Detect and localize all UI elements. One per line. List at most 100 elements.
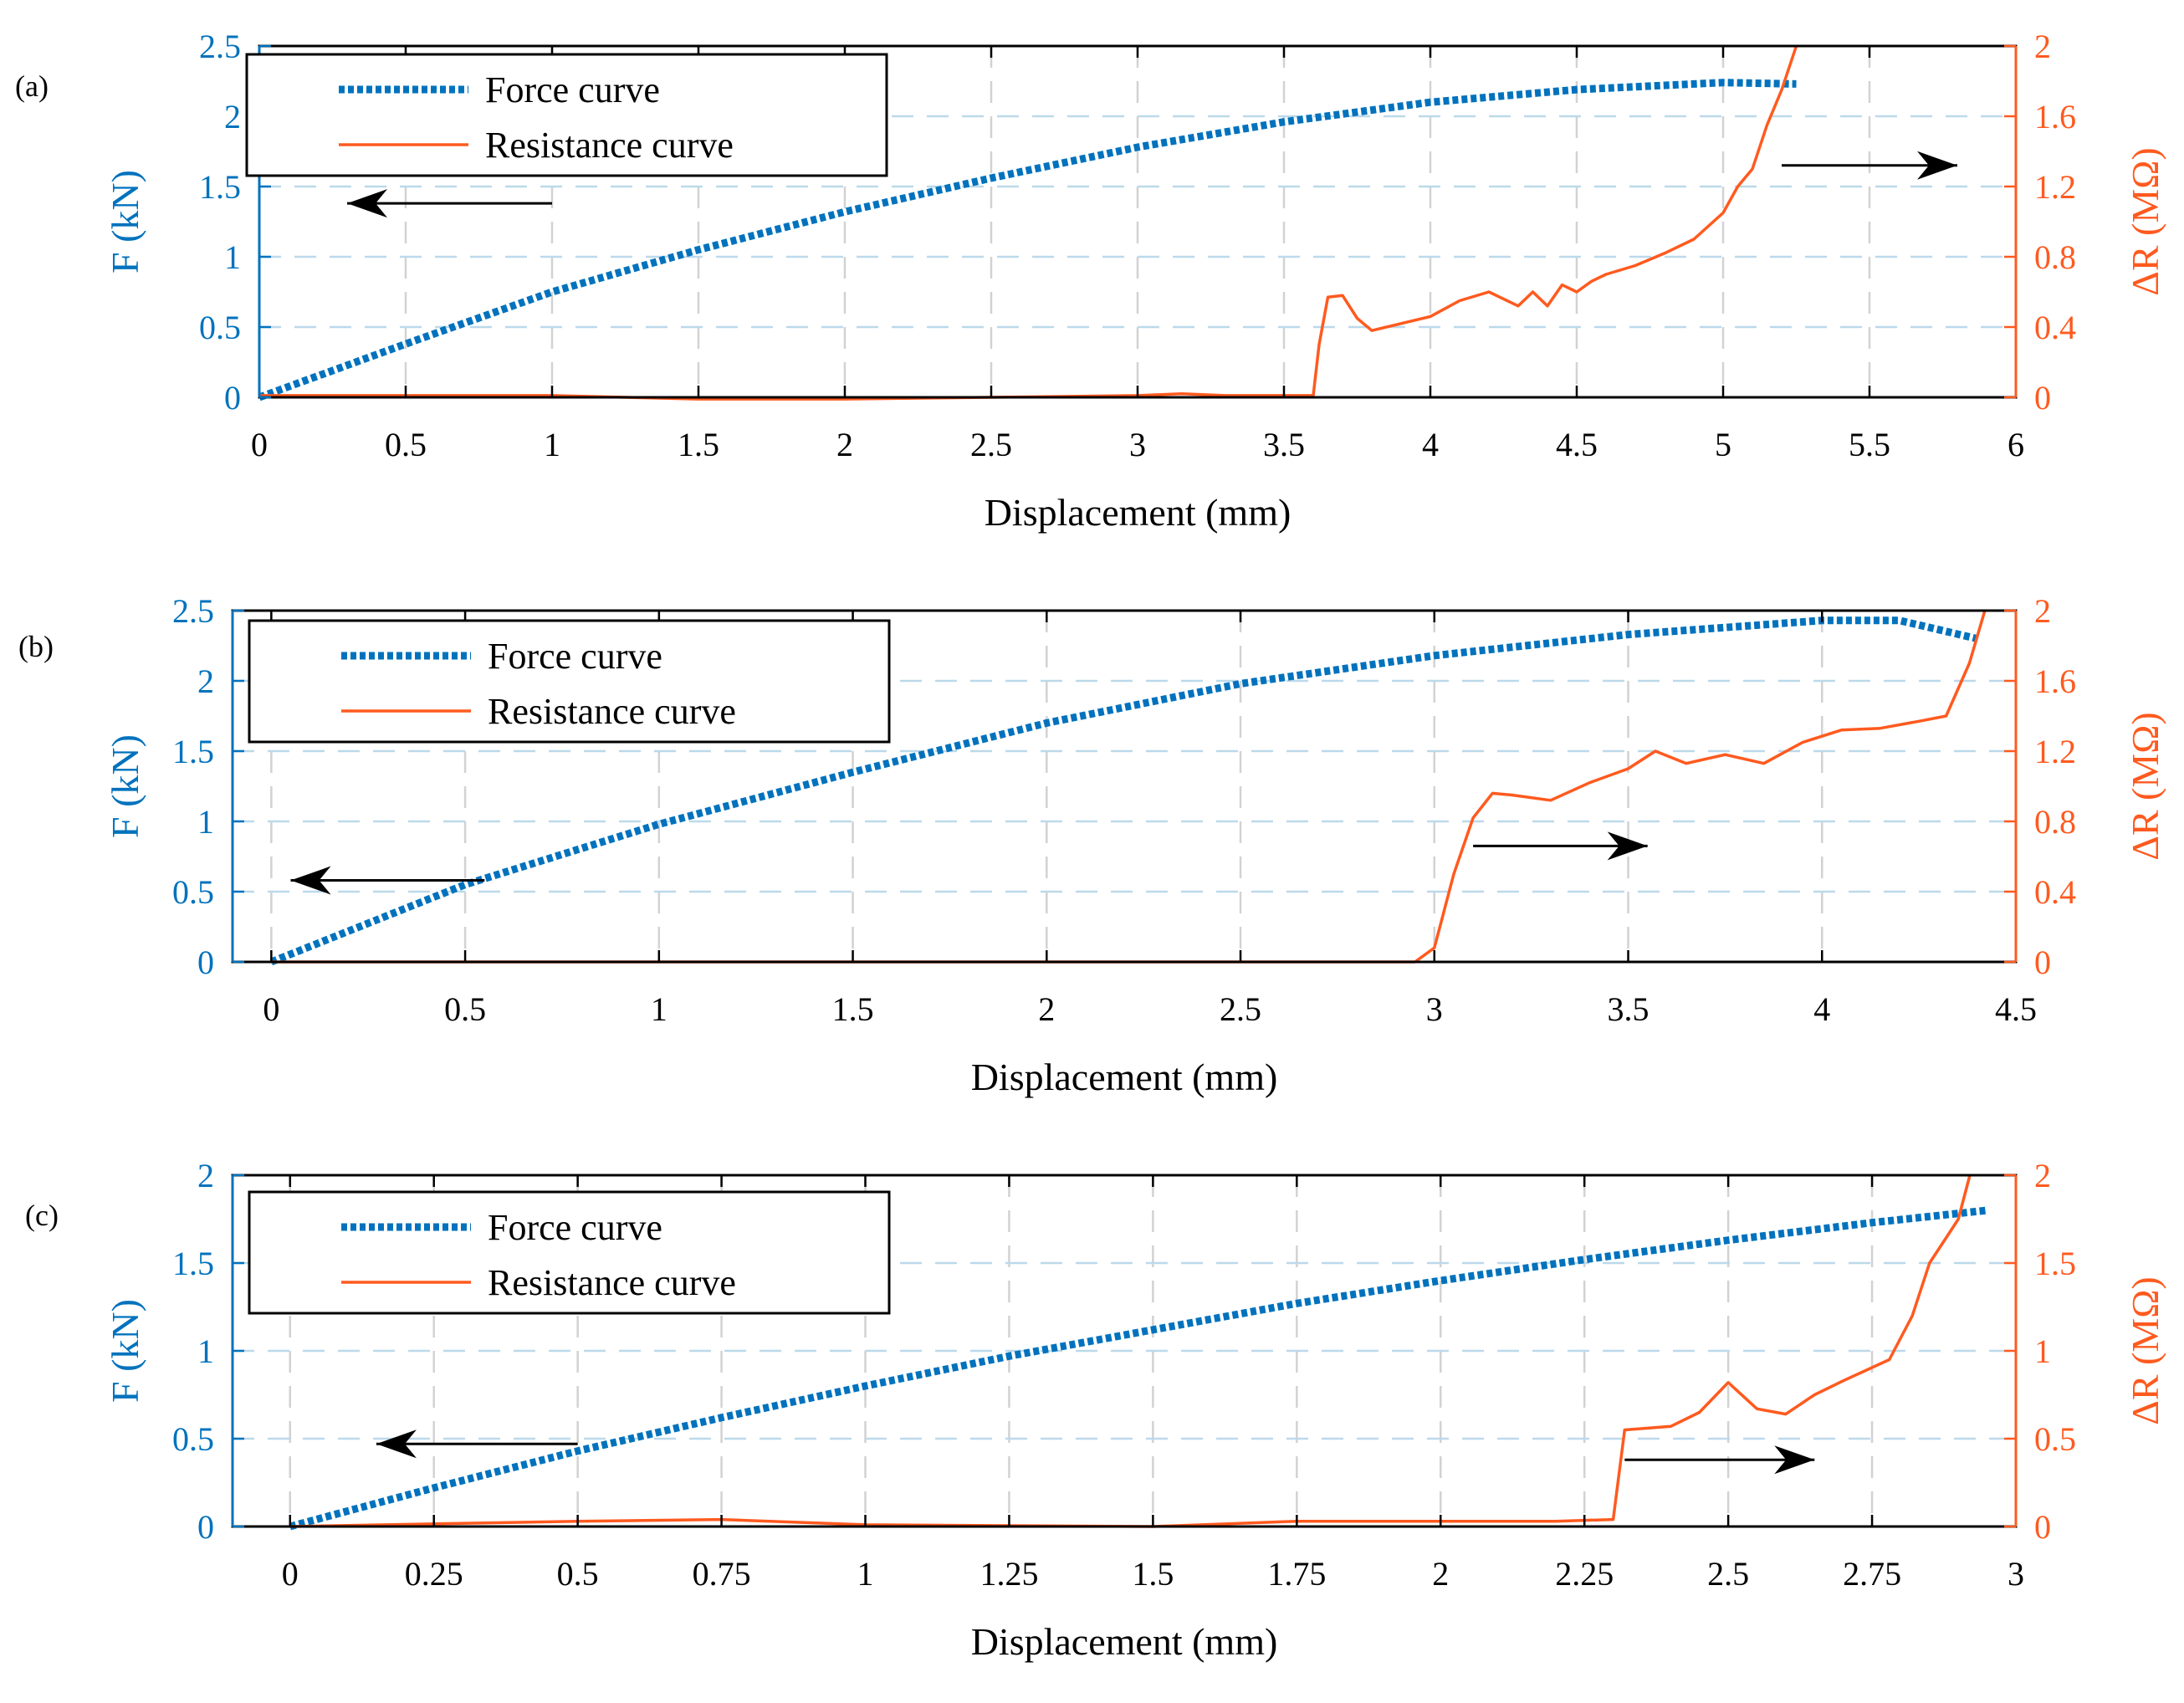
arrow-right-icon (1607, 831, 1648, 861)
y-left-tick-label: 0 (224, 379, 241, 417)
x-tick-label: 6 (2008, 426, 2024, 463)
y-left-tick-label: 0.5 (199, 309, 241, 346)
y-left-tick-label: 2 (197, 1157, 214, 1194)
y-right-tick-label: 0 (2034, 379, 2051, 417)
force-curve-line (269, 616, 1978, 966)
x-tick-label: 0.5 (557, 1555, 599, 1593)
y-right-tick-label: 0 (2034, 944, 2051, 981)
x-tick-label: 2.5 (1220, 990, 1261, 1028)
arrow-right-icon (1774, 1445, 1815, 1475)
panel-c: (c) 0 0.25 0.5 0.75 1 1.25 1.5 1.75 2 2.25 2.5 2.75… (25, 1157, 2166, 1663)
legend-label-force: Force curve (485, 69, 660, 110)
x-tick-label: 4.5 (1556, 426, 1598, 463)
annotation-arrows (347, 151, 1957, 218)
x-tick-label: 2.5 (1707, 1555, 1749, 1593)
y-axis-right-title: ΔR (MΩ) (2124, 712, 2166, 861)
legend: Force curve Resistance curve (248, 1190, 891, 1315)
legend-label-force: Force curve (488, 1207, 662, 1248)
legend-label-resistance: Resistance curve (488, 1262, 736, 1303)
x-tick-label: 4 (1422, 426, 1439, 463)
arrow-left-icon (376, 1429, 417, 1459)
y-right-tick-label: 1.5 (2034, 1245, 2076, 1282)
x-tick-label: 4 (1813, 990, 1830, 1028)
arrow-left-icon (347, 189, 387, 218)
panel-label: (b) (18, 630, 54, 663)
x-tick-label: 0.5 (385, 426, 427, 463)
x-tick-label: 1 (544, 426, 560, 463)
y-right-tick-label: 1 (2034, 1332, 2051, 1370)
x-axis-title: Displacement (mm) (971, 1056, 1278, 1098)
x-tick-label: 1.5 (832, 990, 874, 1028)
y-axis-right-title: ΔR (MΩ) (2124, 1276, 2166, 1425)
x-tick-label: 2.75 (1843, 1555, 1901, 1593)
annotation-arrows (290, 831, 1648, 895)
legend-label-resistance: Resistance curve (488, 691, 736, 732)
legend: Force curve Resistance curve (248, 619, 891, 744)
ticks: 0 0.5 1 1.5 2 2.5 3 3.5 4 4.5 5 5.5 600.511.522.500.… (199, 28, 2076, 463)
y-right-tick-label: 0.5 (2034, 1420, 2076, 1458)
y-left-tick-label: 2 (224, 98, 241, 136)
panel-label: (a) (15, 69, 49, 103)
panel-a: (a) 0 0.5 1 1.5 2 2.5 3 3.5 4 4.5 5 5.5 600.511.522.… (15, 28, 2166, 534)
x-axis-title: Displacement (mm) (971, 1620, 1278, 1663)
y-left-tick-label: 1 (197, 1332, 214, 1370)
y-right-tick-label: 0 (2034, 1508, 2051, 1546)
x-tick-label: 3 (2008, 1555, 2024, 1593)
y-right-tick-label: 0.4 (2034, 873, 2076, 911)
x-tick-label: 2 (1432, 1555, 1449, 1593)
y-right-tick-label: 1.6 (2034, 662, 2076, 700)
y-left-tick-label: 1.5 (199, 168, 241, 206)
x-tick-label: 1.75 (1267, 1555, 1326, 1593)
x-tick-label: 3.5 (1263, 426, 1305, 463)
y-left-tick-label: 0 (197, 944, 214, 981)
y-right-tick-label: 0.4 (2034, 309, 2076, 346)
x-tick-label: 1.5 (1132, 1555, 1174, 1593)
x-tick-label: 5.5 (1849, 426, 1890, 463)
x-tick-label: 0.25 (405, 1555, 463, 1593)
legend-label-resistance: Resistance curve (485, 125, 734, 166)
y-right-tick-label: 2 (2034, 28, 2051, 65)
x-tick-label: 5 (1715, 426, 1731, 463)
panel-label: (c) (25, 1199, 59, 1232)
x-tick-label: 1.25 (979, 1555, 1038, 1593)
x-tick-label: 1 (857, 1555, 874, 1593)
legend-box (248, 619, 891, 744)
y-right-tick-label: 1.2 (2034, 168, 2076, 206)
legend-box (245, 53, 888, 177)
legend-box (248, 1190, 891, 1315)
y-right-tick-label: 2 (2034, 592, 2051, 630)
y-right-tick-label: 0.8 (2034, 238, 2076, 276)
x-tick-label: 4.5 (1995, 990, 2037, 1028)
x-tick-label: 0 (263, 990, 279, 1028)
x-tick-label: 0 (251, 426, 268, 463)
y-left-tick-label: 1 (197, 803, 214, 841)
annotation-arrows (376, 1429, 1815, 1475)
arrow-right-icon (1917, 151, 1957, 180)
x-tick-label: 0.5 (444, 990, 486, 1028)
y-left-tick-label: 0 (197, 1508, 214, 1546)
y-axis-left-title: F (kN) (104, 170, 146, 274)
ticks: 0 0.25 0.5 0.75 1 1.25 1.5 1.75 2 2.25 2.5 2.75 300.… (172, 1157, 2076, 1593)
panel-b: (b) 0 0.5 1 1.5 2 2.5 3 3.5 4 4.5 0 0.5 1 1.5 2 2.5 0 0.4… (18, 592, 2166, 1098)
x-tick-label: 2 (1038, 990, 1055, 1028)
x-tick-label: 2.5 (970, 426, 1012, 463)
y-left-tick-label: 0.5 (172, 873, 214, 911)
y-axis-left-title: F (kN) (104, 734, 146, 838)
y-right-tick-label: 1.6 (2034, 98, 2076, 136)
arrow-left-icon (290, 866, 331, 895)
x-tick-label: 0 (282, 1555, 299, 1593)
y-left-tick-label: 2 (197, 662, 214, 700)
y-right-tick-label: 1.2 (2034, 733, 2076, 770)
y-right-tick-label: 0.8 (2034, 803, 2076, 841)
y-right-tick-label: 2 (2034, 1157, 2051, 1194)
y-axis-right-title: ΔR (MΩ) (2124, 147, 2166, 296)
y-left-tick-label: 0.5 (172, 1420, 214, 1458)
y-left-tick-label: 1.5 (172, 733, 214, 770)
x-tick-label: 2.25 (1555, 1555, 1614, 1593)
x-tick-label: 1 (651, 990, 667, 1028)
x-axis-title: Displacement (mm) (985, 491, 1291, 534)
x-tick-label: 3.5 (1608, 990, 1650, 1028)
y-left-tick-label: 1.5 (172, 1245, 214, 1282)
force-curve-line (258, 79, 1797, 401)
